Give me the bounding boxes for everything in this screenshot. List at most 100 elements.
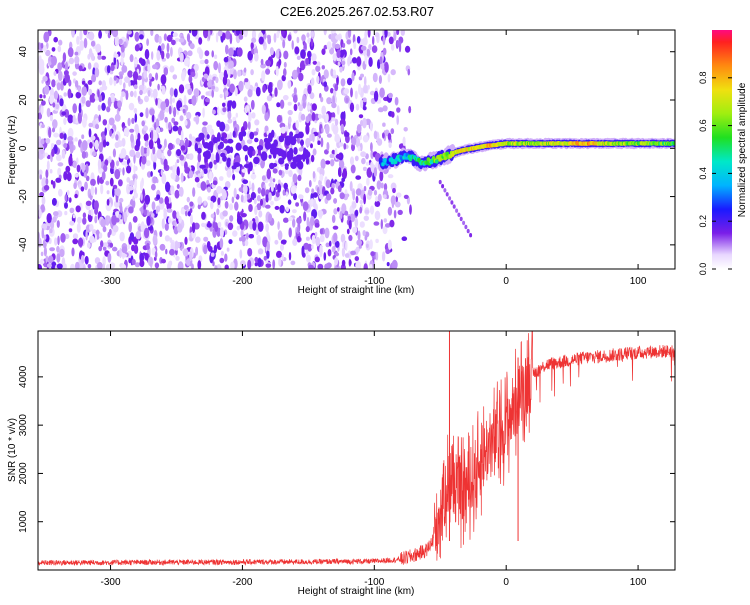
noise-speckle-dot [63,92,67,97]
noise-speckle-dot [298,104,304,112]
noise-speckle-dot [234,201,239,211]
noise-speckle-dot [408,106,412,114]
noise-speckle-dot [360,73,364,78]
noise-speckle-dot [201,223,206,228]
noise-speckle-dot [224,201,229,209]
noise-speckle-dot [359,206,363,214]
noise-speckle-dot [52,216,57,223]
noise-speckle-dot [131,117,135,124]
noise-speckle-dot [156,149,162,159]
noise-speckle-dot [267,83,273,94]
noise-speckle-dot [288,251,292,261]
noise-speckle-dot [98,232,103,239]
noise-speckle-dot [109,77,113,86]
noise-speckle-dot [211,109,216,115]
noise-speckle-dot [190,136,197,146]
noise-speckle-dot [53,90,59,100]
spectrogram-data [38,30,675,269]
noise-speckle-dot [347,30,352,39]
noise-speckle-dot [269,162,275,170]
noise-speckle-dot [363,186,367,192]
noise-speckle-dot [305,157,310,165]
noise-speckle-dot [56,82,61,91]
noise-speckle-dot [144,252,149,261]
noise-speckle-dot [81,96,86,104]
noise-speckle-dot [325,113,329,123]
noise-speckle-dot [301,245,305,257]
noise-speckle-dot [112,187,115,198]
noise-speckle-dot [51,127,56,133]
noise-speckle-dot [129,180,135,187]
noise-speckle-dot [311,77,315,86]
noise-speckle-dot [167,149,172,157]
noise-speckle-dot [312,192,318,198]
noise-speckle-dot [331,214,336,224]
noise-speckle-dot [119,197,124,203]
noise-speckle-dot [339,210,343,220]
noise-speckle-dot [206,179,210,185]
noise-speckle-dot [318,193,324,200]
noise-speckle-dot [305,226,310,233]
noise-speckle-dot [277,221,280,230]
noise-speckle-dot [404,45,411,53]
noise-speckle-dot [396,40,402,47]
noise-speckle-dot [87,264,92,269]
noise-speckle-dot [215,32,219,43]
noise-speckle-dot [323,44,328,50]
noise-speckle-dot [319,174,324,182]
noise-speckle-dot [60,81,64,91]
noise-speckle-dot [362,166,367,171]
noise-speckle-dot [189,250,193,262]
noise-speckle-dot [110,64,115,72]
noise-speckle-dot [106,106,111,113]
noise-speckle-dot [62,263,67,269]
noise-speckle-dot [45,178,49,186]
noise-speckle-dot [188,30,192,34]
noise-speckle-dot [184,161,188,171]
noise-speckle-dot [382,35,386,46]
noise-speckle-dot [278,257,282,267]
noise-speckle-dot [380,182,384,189]
noise-speckle-dot [38,136,42,142]
noise-speckle-dot [275,66,279,77]
noise-speckle-dot [109,70,114,75]
noise-speckle-dot [333,198,337,204]
noise-speckle-dot [117,100,122,109]
noise-speckle-dot [211,85,216,90]
noise-speckle-dot [157,83,160,91]
noise-speckle-dot [266,231,270,241]
noise-speckle-dot [377,193,382,202]
noise-speckle-dot [351,57,358,64]
noise-speckle-dot [294,46,300,55]
noise-speckle-dot [102,139,107,148]
noise-speckle-dot [57,167,62,176]
colorbar-gradient [712,30,732,269]
noise-speckle-dot [330,33,335,43]
noise-speckle-dot [163,210,168,220]
noise-speckle-dot [74,173,79,178]
noise-speckle-dot [355,188,362,196]
noise-speckle-dot [54,237,58,246]
noise-speckle-dot [190,214,193,225]
noise-speckle-dot [275,183,278,191]
noise-speckle-dot [169,248,175,256]
noise-speckle-dot [158,35,162,45]
noise-speckle-dot [368,57,373,67]
noise-speckle-dot [389,219,395,228]
noise-speckle-dot [325,123,330,135]
noise-speckle-dot [241,168,247,173]
noise-speckle-dot [357,230,361,241]
noise-speckle-dot [104,127,107,136]
noise-speckle-dot [211,50,214,58]
snr-x-axis: -300 -200 -100 0 100 [101,331,647,588]
noise-speckle-dot [97,175,100,185]
noise-speckle-dot [276,250,282,258]
noise-speckle-dot [281,30,285,37]
noise-speckle-dot [257,187,262,194]
noise-speckle-dot [169,95,173,105]
noise-speckle-dot [219,141,225,149]
noise-speckle-dot [163,33,167,41]
noise-speckle-dot [288,227,292,238]
y-tick-label: -20 [18,189,29,204]
